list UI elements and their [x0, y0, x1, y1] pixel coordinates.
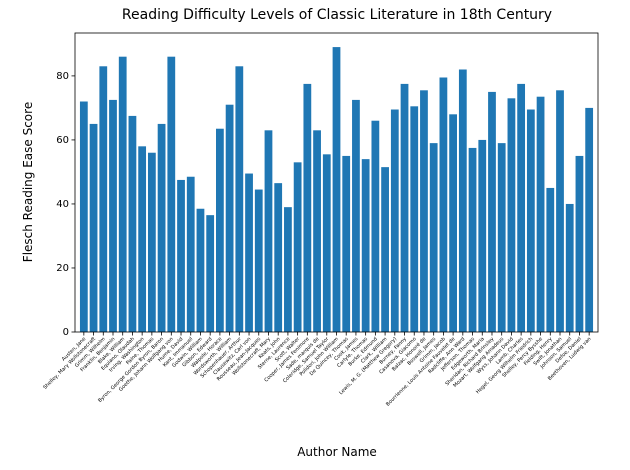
bar	[410, 106, 419, 333]
bar	[449, 114, 457, 332]
bar	[429, 143, 438, 332]
bar	[439, 77, 448, 332]
bar	[575, 155, 584, 332]
bar	[361, 159, 370, 332]
bar	[225, 104, 234, 333]
bar	[332, 47, 341, 332]
bar	[352, 99, 360, 332]
y-tick-label: 80	[56, 71, 69, 82]
bar	[216, 128, 224, 332]
bar	[254, 189, 263, 332]
bar	[371, 120, 380, 332]
bar	[128, 115, 137, 333]
chart-title: Reading Difficulty Levels of Classic Lit…	[122, 7, 552, 23]
bar	[390, 109, 399, 332]
plot-frame	[74, 32, 599, 333]
bar	[342, 155, 351, 332]
bar	[468, 147, 477, 332]
bar	[274, 183, 283, 332]
bar	[497, 143, 506, 332]
bar	[79, 101, 88, 332]
bar	[381, 167, 389, 332]
bar	[157, 123, 166, 332]
bar	[478, 139, 487, 332]
bar	[177, 179, 185, 332]
bar	[458, 69, 467, 333]
bar	[536, 96, 545, 332]
y-axis-label: Flesch Reading Ease Score	[21, 102, 35, 262]
bar	[235, 66, 244, 332]
bar	[167, 56, 176, 332]
bar	[313, 130, 321, 332]
bar	[322, 154, 331, 332]
bar	[109, 99, 117, 332]
bar	[303, 83, 312, 333]
bar	[420, 90, 428, 332]
bar	[99, 66, 108, 332]
y-tick-label: 20	[56, 263, 69, 274]
bar	[284, 207, 292, 332]
bar	[206, 215, 215, 332]
bar	[488, 91, 496, 332]
bar	[89, 123, 98, 332]
bar	[147, 152, 156, 332]
bar	[546, 187, 555, 332]
bar	[400, 83, 409, 333]
bar	[517, 83, 526, 333]
bar	[585, 107, 594, 332]
bar	[556, 90, 564, 332]
y-tick-label: 0	[63, 327, 69, 338]
bar	[264, 130, 273, 332]
x-axis-label: Author Name	[297, 445, 377, 459]
bar	[293, 162, 302, 332]
y-tick-label: 40	[56, 199, 69, 210]
bar	[196, 208, 205, 332]
bar	[186, 176, 195, 332]
bar	[507, 98, 516, 332]
y-tick-label: 60	[56, 135, 69, 146]
bar	[565, 203, 574, 332]
bar	[526, 109, 535, 332]
bar	[118, 56, 127, 332]
bar	[138, 146, 147, 332]
bar	[245, 173, 253, 332]
